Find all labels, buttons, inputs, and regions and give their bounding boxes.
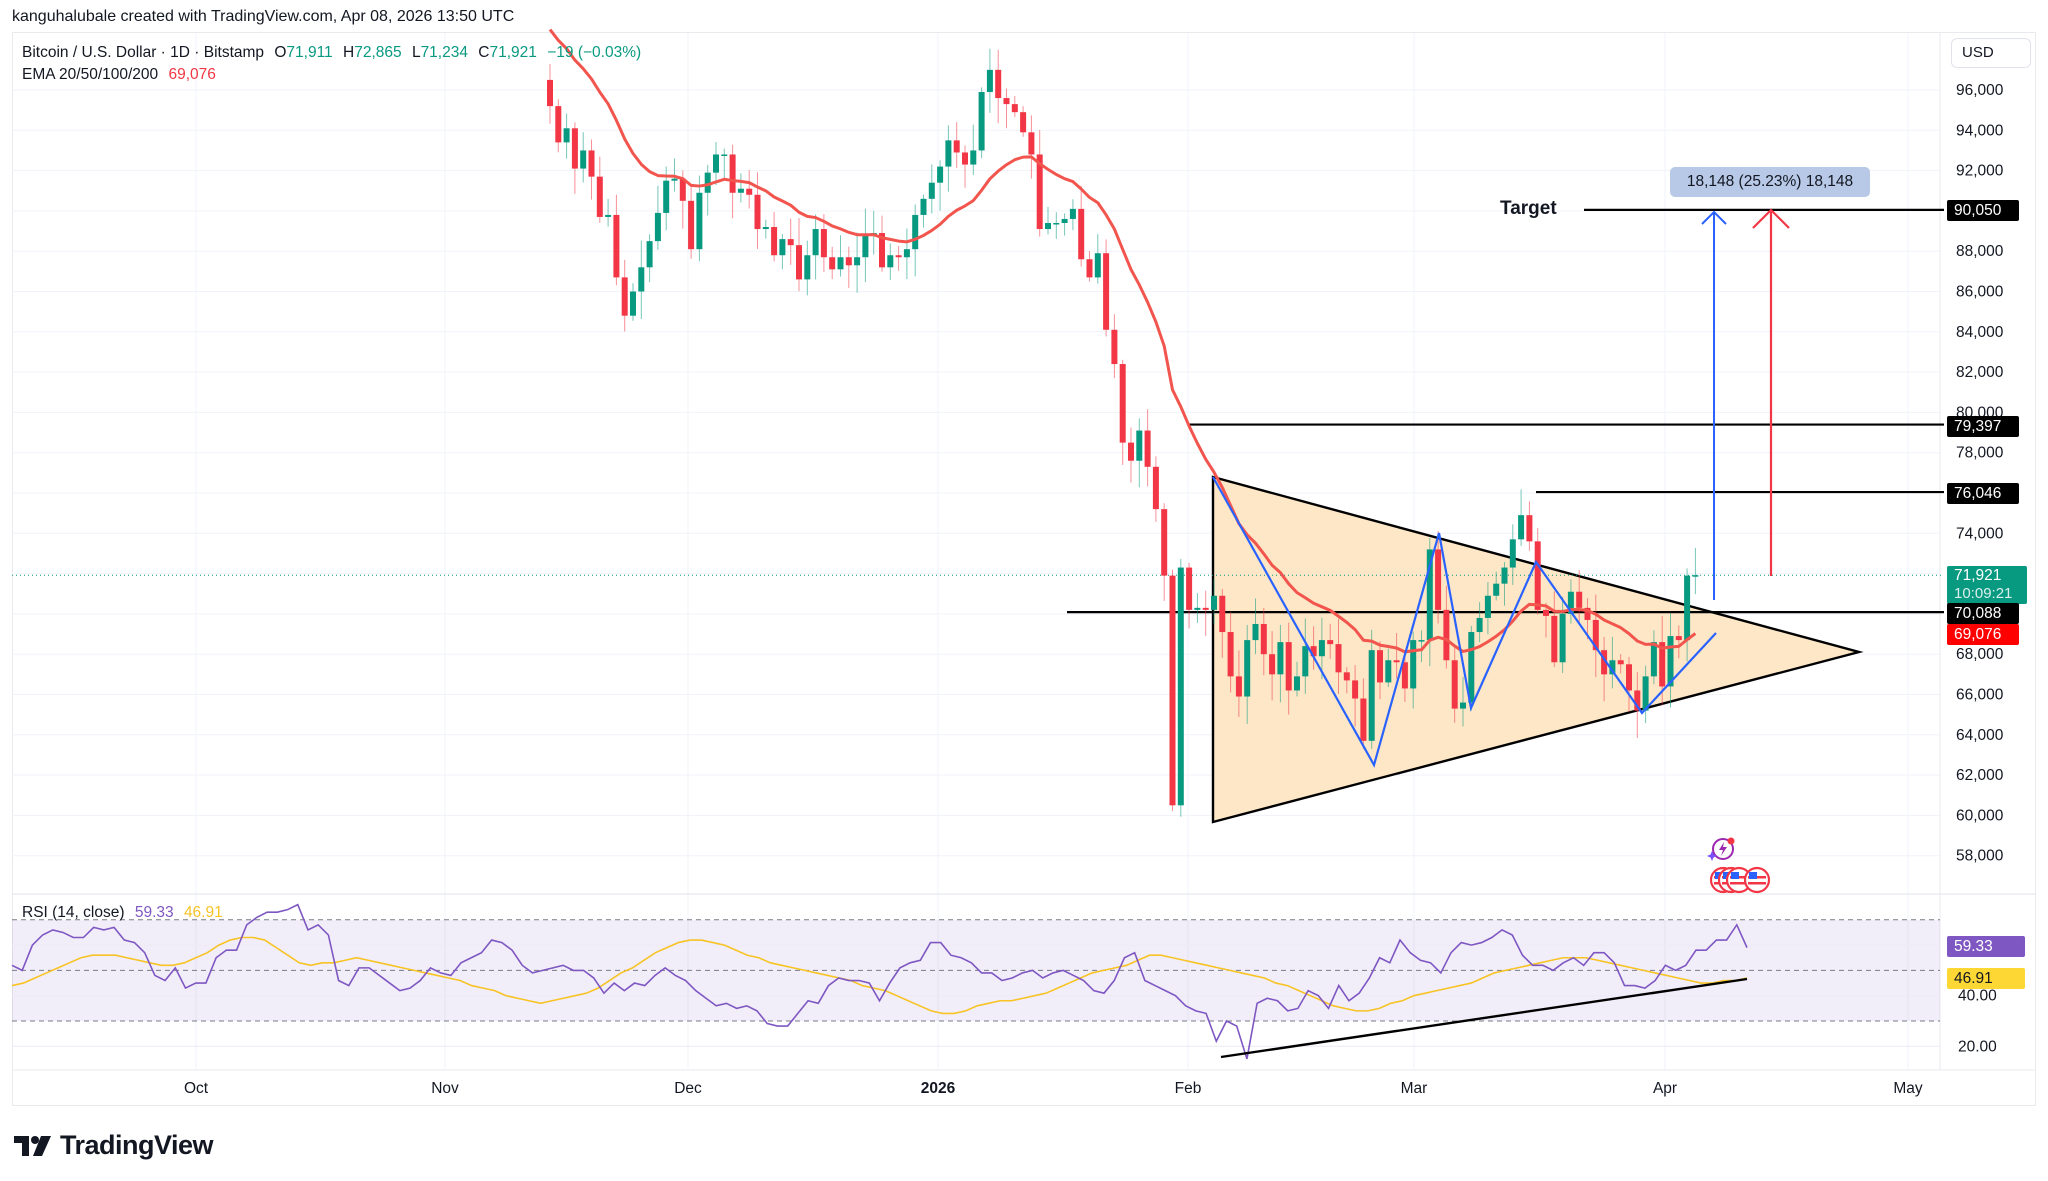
open-key: O bbox=[274, 44, 287, 61]
svg-text:88,000: 88,000 bbox=[1956, 243, 2004, 260]
low-value: 71,234 bbox=[420, 44, 468, 61]
rsi-value-tag: 59.33 bbox=[1947, 936, 2025, 957]
time-axis-label: May bbox=[1893, 1080, 1923, 1097]
high-value: 72,865 bbox=[354, 44, 402, 61]
time-axis-label: Mar bbox=[1400, 1080, 1428, 1097]
svg-text:74,000: 74,000 bbox=[1956, 525, 2004, 542]
tradingview-logo-icon bbox=[14, 1135, 51, 1156]
us-economic-events-icon[interactable] bbox=[1709, 866, 1781, 899]
time-axis-label: 2026 bbox=[920, 1080, 956, 1097]
target-price-tag: 90,050 bbox=[1947, 200, 2019, 221]
close-value: 71,921 bbox=[489, 44, 537, 61]
target-projection-arrows[interactable] bbox=[1701, 208, 1790, 600]
svg-text:66,000: 66,000 bbox=[1956, 687, 2004, 704]
time-axis-label: Dec bbox=[674, 1080, 702, 1097]
ema-value: 69,076 bbox=[168, 66, 216, 83]
svg-text:82,000: 82,000 bbox=[1956, 364, 2004, 381]
rsi-ma-line[interactable] bbox=[11, 936, 1748, 1015]
rsi-pane[interactable] bbox=[12, 919, 1940, 1047]
svg-text:60,000: 60,000 bbox=[1956, 807, 2004, 824]
open-value: 71,911 bbox=[286, 44, 333, 61]
ema-label[interactable]: EMA 20/50/100/200 bbox=[22, 66, 159, 83]
change-value: −19 (−0.03%) bbox=[547, 44, 642, 61]
candlesticks bbox=[547, 48, 1699, 817]
rsi-value: 59.33 bbox=[134, 904, 174, 921]
time-axis-label: Feb bbox=[1174, 1080, 1202, 1097]
svg-text:58,000: 58,000 bbox=[1956, 848, 2004, 865]
time-axis-label: Oct bbox=[183, 1080, 209, 1097]
close-key: C bbox=[478, 44, 490, 61]
svg-text:94,000: 94,000 bbox=[1956, 122, 2004, 139]
time-axis-label: Nov bbox=[431, 1080, 459, 1097]
rsi-ma-value: 46.91 bbox=[183, 904, 223, 921]
breakout-level-tag: 70,088 bbox=[1947, 603, 2019, 624]
horizontal-levels[interactable] bbox=[1067, 208, 1944, 614]
svg-text:62,000: 62,000 bbox=[1956, 767, 2004, 784]
last-price-tag: 71,921 10:09:21 bbox=[1947, 566, 2027, 604]
svg-text:84,000: 84,000 bbox=[1956, 324, 2004, 341]
symbol-legend: Bitcoin / U.S. Dollar · 1D · Bitstamp O7… bbox=[22, 42, 641, 86]
pattern-zigzag[interactable] bbox=[1212, 476, 1717, 768]
bar-countdown: 10:09:21 bbox=[1954, 585, 2013, 602]
svg-text:40.00: 40.00 bbox=[1958, 988, 1997, 1005]
chart-attribution: kanguhalubale created with TradingView.c… bbox=[12, 8, 515, 25]
target-label: Target bbox=[1500, 198, 1557, 219]
svg-text:20.00: 20.00 bbox=[1958, 1038, 1997, 1055]
ai-spark-event-icon[interactable] bbox=[1706, 835, 1738, 868]
resistance-mid-tag: 76,046 bbox=[1947, 483, 2019, 504]
rsi-support-trendline[interactable] bbox=[1220, 977, 1748, 1059]
svg-text:64,000: 64,000 bbox=[1956, 727, 2004, 744]
resistance-high-tag: 79,397 bbox=[1947, 416, 2019, 437]
svg-text:86,000: 86,000 bbox=[1956, 284, 2004, 301]
rsi-label[interactable]: RSI (14, close) bbox=[22, 904, 125, 921]
svg-text:68,000: 68,000 bbox=[1956, 646, 2004, 663]
price-gridlines bbox=[12, 33, 1940, 1070]
low-key: L bbox=[411, 44, 421, 61]
high-key: H bbox=[343, 44, 355, 61]
svg-text:78,000: 78,000 bbox=[1956, 445, 2004, 462]
tradingview-wordmark: TradingView bbox=[60, 1130, 214, 1160]
tradingview-logo[interactable]: TradingView bbox=[14, 1130, 214, 1161]
last-price: 71,921 bbox=[1954, 567, 2002, 584]
rsi-line[interactable] bbox=[11, 903, 1748, 1060]
svg-text:92,000: 92,000 bbox=[1956, 163, 2004, 180]
rsi-axis-ticks: 40.00 20.00 bbox=[1958, 988, 1997, 1056]
price-range-measure[interactable]: 18,148 (25.23%) 18,148 bbox=[1670, 167, 1870, 197]
rsi-legend: RSI (14, close) 59.33 46.91 bbox=[22, 904, 223, 922]
symbol-title[interactable]: Bitcoin / U.S. Dollar · 1D · Bitstamp bbox=[22, 44, 265, 61]
ema-price-tag: 69,076 bbox=[1947, 624, 2019, 645]
rsi-ma-tag: 46.91 bbox=[1947, 968, 2025, 989]
svg-text:96,000: 96,000 bbox=[1956, 82, 2004, 99]
currency-button[interactable]: USD bbox=[1951, 38, 2031, 68]
time-axis-label: Apr bbox=[1652, 1080, 1678, 1097]
ema-20-line[interactable] bbox=[548, 28, 1697, 654]
chart-frame bbox=[12, 32, 2036, 1106]
